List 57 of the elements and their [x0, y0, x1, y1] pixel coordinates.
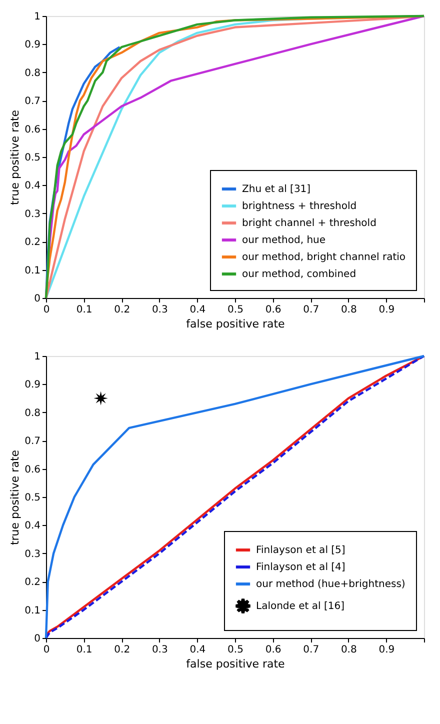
x-tick-label: 0.4	[190, 304, 206, 316]
x-tick-label: 0	[43, 644, 50, 656]
legend-label: our method (hue+brightness)	[256, 579, 406, 590]
legend-label: Lalonde et al [16]	[256, 601, 345, 612]
y-tick-label: 0.9	[24, 380, 40, 391]
legend-label: Finlayson et al [5]	[256, 545, 346, 556]
legend-label: our method, hue	[242, 235, 326, 246]
y-tick-label: 0.7	[24, 436, 40, 448]
y-tick-label: 0.6	[24, 124, 40, 136]
x-tick-label: 0.6	[265, 304, 282, 316]
legend-label: Finlayson et al [4]	[256, 562, 346, 573]
y-tick-label: 0.6	[24, 464, 40, 476]
x-axis-title: false positive rate	[186, 658, 286, 670]
y-tick-label: 0.9	[24, 40, 40, 51]
x-tick-label: 0.6	[265, 644, 282, 656]
legend-label: Zhu et al [31]	[242, 184, 311, 195]
x-tick-label: 0	[43, 304, 50, 316]
line-series	[44, 14, 426, 300]
y-axis-title: true positive rate	[8, 110, 22, 206]
legend-label: our method, bright channel ratio	[242, 252, 406, 263]
legend-label: our method, combined	[242, 269, 356, 280]
x-axis-title: false positive rate	[186, 318, 286, 330]
y-tick-label: 0.3	[24, 208, 40, 220]
y-tick-label: 0.7	[24, 96, 40, 108]
x-tick-label: 0.1	[76, 304, 92, 316]
x-tick-label: 0.3	[152, 644, 168, 656]
y-tick-label: 0.1	[24, 605, 40, 616]
x-tick-label: 0.5	[228, 304, 244, 316]
x-tick-label: 0.3	[152, 304, 168, 316]
y-tick-label: 0.3	[24, 548, 40, 560]
y-tick-label: 0.2	[24, 577, 40, 588]
x-tick-label: 0.2	[114, 644, 130, 656]
x-tick-label: 0.8	[340, 304, 357, 316]
x-tick-label: 0.5	[228, 644, 244, 656]
y-tick-label: 0.4	[24, 180, 40, 192]
x-tick-label: 0.4	[190, 644, 206, 656]
y-tick-label: 0.5	[24, 492, 40, 504]
x-tick-label: 0.8	[340, 644, 357, 656]
x-tick-label: 0.9	[378, 304, 395, 316]
y-tick-label: 0	[34, 294, 40, 304]
x-tick-label: 0.2	[114, 304, 130, 316]
y-tick-label: 1	[34, 352, 40, 362]
y-tick-label: 0.8	[24, 408, 40, 419]
y-tick-label: 0.2	[24, 237, 40, 248]
y-tick-label: 0	[34, 634, 40, 644]
x-tick-label: 0.7	[303, 644, 320, 656]
legend-label: bright channel + threshold	[242, 218, 376, 229]
y-tick-label: 0.8	[24, 68, 40, 79]
x-tick-label: 0.9	[378, 644, 395, 656]
y-tick-label: 0.4	[24, 520, 40, 532]
y-axis-title: true positive rate	[8, 450, 22, 546]
y-tick-label: 1	[34, 12, 40, 22]
x-tick-label: 0.1	[76, 644, 92, 656]
y-tick-label: 0.1	[24, 265, 40, 276]
y-tick-label: 0.5	[24, 152, 40, 164]
x-tick-label: 0.7	[303, 304, 320, 316]
legend-label: brightness + threshold	[242, 201, 357, 212]
